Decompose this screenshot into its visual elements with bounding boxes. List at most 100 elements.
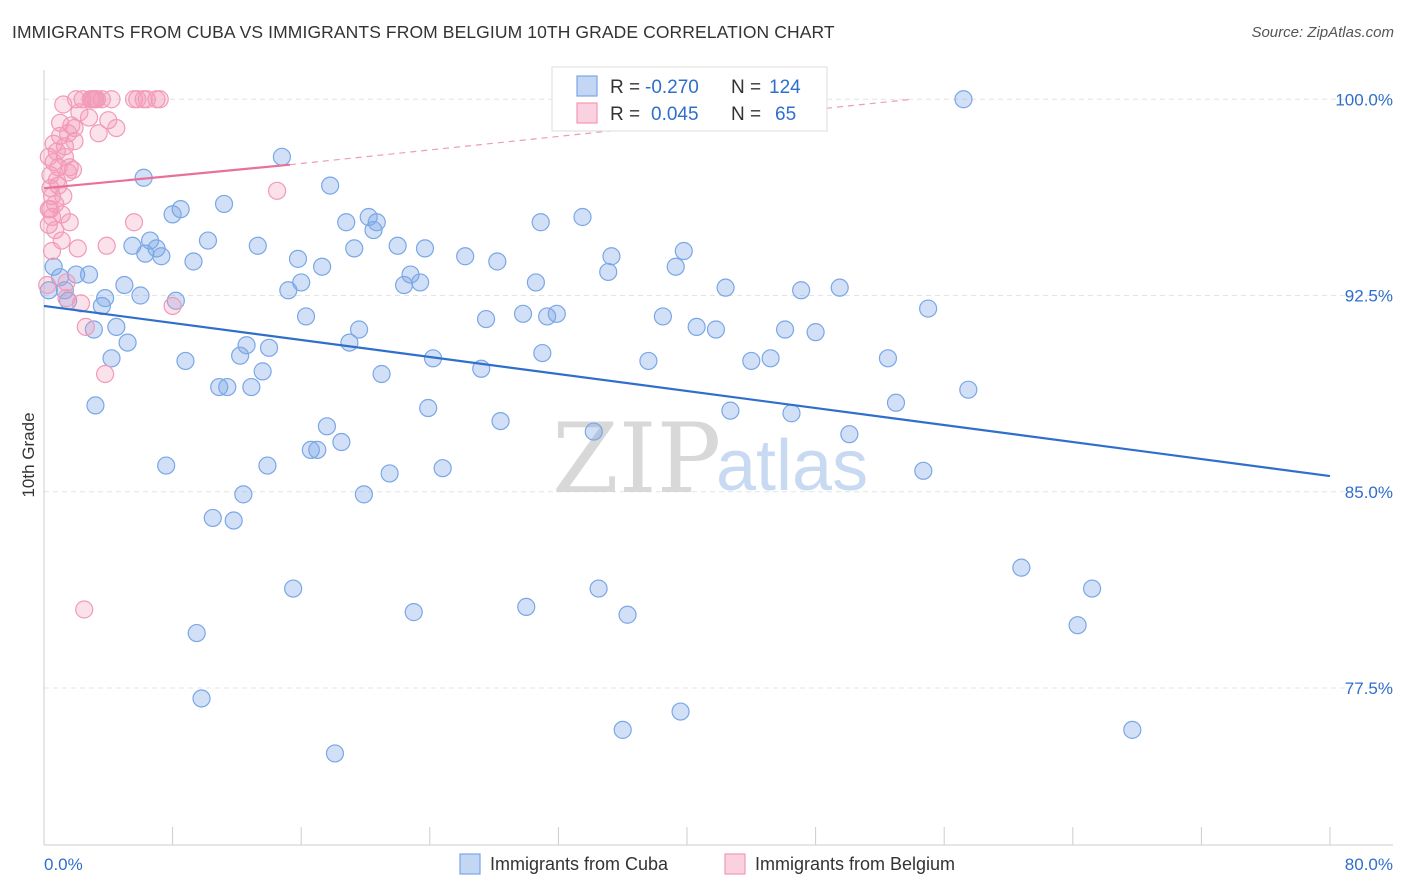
point-cuba-67	[388, 236, 407, 255]
point-cuba-44	[272, 147, 292, 166]
point-cuba-97	[666, 257, 685, 276]
point-cuba-51	[308, 440, 327, 459]
points-layer	[38, 90, 1142, 763]
y-axis-title: 10th Grade	[19, 412, 38, 497]
point-belgium-46	[97, 236, 116, 255]
point-belgium-42	[87, 90, 107, 109]
point-cuba-120	[1082, 579, 1102, 598]
legend-r-label-belgium: R =	[610, 104, 640, 125]
point-cuba-53	[317, 417, 337, 436]
point-cuba-30	[198, 231, 218, 250]
point-cuba-52	[312, 257, 332, 276]
point-cuba-8	[86, 396, 105, 415]
point-cuba-78	[476, 309, 496, 329]
trend-line-belgium	[43, 163, 291, 190]
point-cuba-31	[203, 508, 222, 528]
point-belgium-43	[89, 124, 108, 143]
series-legend-label-cuba: Immigrants from Cuba	[490, 854, 669, 874]
point-cuba-42	[258, 456, 277, 475]
y-tick-label-0: 77.5%	[1345, 679, 1393, 698]
point-belgium-45	[95, 364, 115, 384]
point-cuba-118	[1012, 558, 1031, 577]
point-cuba-38	[237, 336, 256, 355]
y-tick-label-1: 85.0%	[1345, 483, 1393, 502]
point-cuba-108	[792, 281, 811, 300]
trend-line-cuba	[43, 304, 1331, 478]
point-cuba-84	[531, 213, 550, 232]
legend-r-label-cuba: R =	[610, 77, 640, 98]
watermark-zip: ZIP	[552, 403, 721, 515]
point-belgium-56	[150, 90, 169, 109]
point-cuba-81	[513, 304, 533, 323]
point-cuba-99	[674, 241, 693, 261]
point-cuba-66	[380, 464, 399, 483]
point-cuba-35	[224, 511, 243, 530]
series-legend-label-belgium: Immigrants from Belgium	[755, 854, 955, 874]
point-cuba-16	[131, 286, 150, 305]
point-belgium-49	[107, 118, 126, 138]
point-cuba-105	[761, 349, 780, 368]
point-cuba-88	[573, 207, 592, 227]
point-cuba-47	[288, 249, 308, 268]
point-cuba-29	[192, 689, 211, 708]
point-belgium-35	[75, 600, 94, 619]
point-cuba-25	[171, 200, 190, 219]
point-cuba-111	[840, 425, 859, 444]
chart-title: IMMIGRANTS FROM CUBA VS IMMIGRANTS FROM …	[12, 22, 835, 42]
point-cuba-21	[152, 247, 171, 266]
point-cuba-98	[671, 702, 690, 721]
point-cuba-82	[517, 597, 536, 616]
point-cuba-115	[919, 299, 938, 318]
point-cuba-95	[639, 351, 658, 371]
point-cuba-6	[79, 265, 99, 284]
point-cuba-91	[599, 262, 618, 282]
point-cuba-103	[721, 401, 740, 420]
point-cuba-79	[488, 252, 507, 271]
legend-n-value-belgium: 65	[775, 104, 796, 125]
point-cuba-56	[332, 432, 351, 452]
point-belgium-10	[46, 220, 65, 240]
point-belgium-50	[124, 213, 144, 232]
point-cuba-112	[878, 349, 898, 368]
point-cuba-22	[157, 456, 176, 475]
point-belgium-20	[55, 147, 74, 166]
point-cuba-83	[526, 273, 545, 292]
point-cuba-92	[602, 247, 621, 266]
point-cuba-73	[419, 398, 438, 418]
y-tick-label-2: 92.5%	[1345, 287, 1393, 306]
series-legend-swatch-belgium	[724, 853, 746, 875]
point-cuba-80	[491, 412, 510, 431]
point-belgium-57	[163, 296, 182, 316]
point-cuba-34	[218, 377, 237, 397]
point-cuba-40	[248, 236, 267, 255]
point-cuba-41	[253, 362, 272, 381]
point-cuba-26	[176, 351, 195, 371]
point-belgium-16	[52, 231, 71, 250]
point-cuba-107	[782, 404, 801, 423]
point-cuba-110	[830, 278, 849, 297]
legend-swatch-belgium	[576, 102, 598, 124]
point-belgium-62	[41, 200, 60, 219]
x-tick-label-max: 80.0%	[1345, 855, 1393, 874]
point-belgium-23	[57, 273, 76, 292]
point-belgium-54	[137, 90, 156, 109]
point-cuba-119	[1068, 616, 1087, 635]
point-cuba-71	[411, 273, 430, 292]
point-cuba-36	[231, 346, 250, 365]
point-cuba-60	[349, 320, 369, 339]
point-cuba-59	[345, 239, 364, 258]
point-cuba-117	[959, 380, 978, 399]
point-cuba-61	[354, 485, 373, 504]
point-cuba-93	[613, 720, 632, 739]
point-cuba-27	[184, 252, 203, 271]
point-cuba-50	[301, 440, 320, 459]
point-cuba-48	[292, 273, 311, 292]
point-cuba-96	[653, 307, 672, 326]
point-cuba-49	[296, 307, 316, 326]
point-cuba-65	[372, 364, 391, 384]
point-belgium-36	[76, 317, 95, 336]
point-cuba-10	[95, 289, 115, 308]
point-belgium-37	[79, 108, 99, 127]
legend-swatch-cuba	[576, 75, 598, 97]
